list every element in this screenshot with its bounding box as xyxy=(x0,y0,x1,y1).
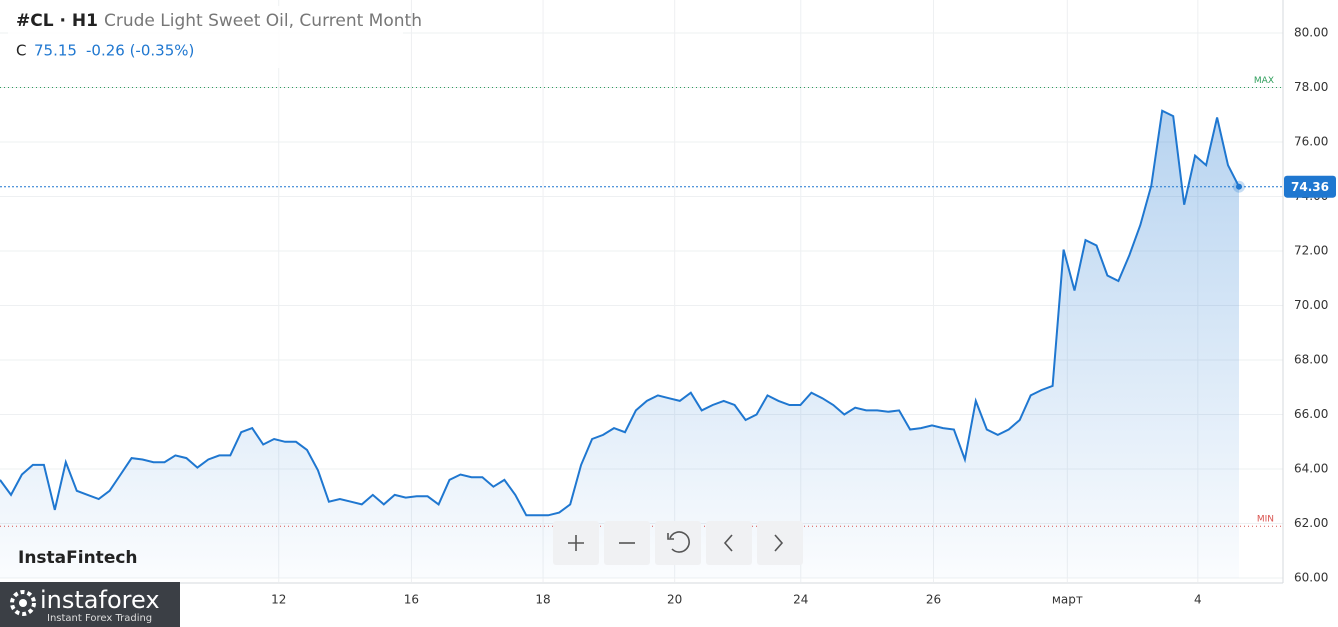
y-tick-label: 64.00 xyxy=(1294,462,1328,476)
x-tick-label: март xyxy=(1052,593,1083,607)
price-badge-label: 74.36 xyxy=(1291,180,1329,194)
x-tick-label: 16 xyxy=(404,593,419,607)
x-tick-label: 12 xyxy=(271,593,286,607)
price-change: -0.26 (-0.35%) xyxy=(86,42,194,60)
y-tick-label: 60.00 xyxy=(1294,571,1328,585)
y-tick-label: 76.00 xyxy=(1294,135,1328,149)
x-tick-label: 24 xyxy=(793,593,808,607)
y-tick-label: 72.00 xyxy=(1294,244,1328,258)
logo: instaforex Instant Forex Trading xyxy=(0,582,180,627)
price-prefix: C xyxy=(16,42,26,60)
y-tick-label: 62.00 xyxy=(1294,516,1328,530)
y-tick-label: 80.00 xyxy=(1294,26,1328,40)
zoom-out-button[interactable] xyxy=(604,521,650,565)
symbol: #CL · H1 xyxy=(16,11,98,31)
price: 75.15 xyxy=(34,42,77,60)
price-badge xyxy=(1284,175,1336,198)
scroll-left-button[interactable] xyxy=(706,521,752,565)
y-tick-label: 70.00 xyxy=(1294,298,1328,312)
reference-label: MAX xyxy=(1254,76,1274,86)
x-tick-label: 26 xyxy=(926,593,941,607)
x-tick-label: 18 xyxy=(535,593,550,607)
logo-bg xyxy=(0,582,180,627)
current-price-dot xyxy=(1236,183,1242,190)
logo-text: instaforex xyxy=(40,586,160,614)
price-line xyxy=(0,109,1240,517)
logo-tagline: Instant Forex Trading xyxy=(47,613,152,624)
y-tick-label: 78.00 xyxy=(1294,80,1328,94)
description: Crude Light Sweet Oil, Current Month xyxy=(104,11,422,31)
zoom-in-button[interactable] xyxy=(553,521,599,565)
x-tick-label: 4 xyxy=(1194,593,1202,607)
zoom-controls xyxy=(553,521,803,565)
reference-label: MIN xyxy=(1257,515,1274,525)
logo-icon-center xyxy=(19,599,27,607)
logo-icon xyxy=(10,590,36,616)
area xyxy=(0,110,1239,578)
x-tick-label: 20 xyxy=(667,593,682,607)
chart-brand: InstaFintech xyxy=(18,548,138,568)
scroll-right-button[interactable] xyxy=(757,521,803,565)
y-tick-label: 66.00 xyxy=(1294,407,1328,421)
legend-bg xyxy=(8,6,403,68)
reset-button[interactable] xyxy=(655,521,701,565)
y-tick-label: 68.00 xyxy=(1294,353,1328,367)
